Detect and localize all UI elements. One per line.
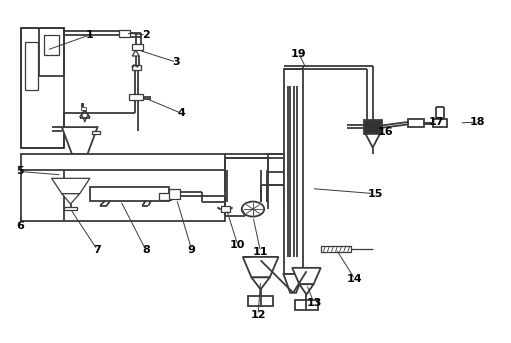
Text: 12: 12 [250, 310, 266, 320]
Polygon shape [284, 274, 303, 293]
Polygon shape [243, 257, 278, 277]
Bar [363, 120, 382, 134]
Bar [64, 207, 77, 210]
Text: 5: 5 [16, 166, 24, 177]
Bar [169, 189, 180, 199]
Bar [221, 206, 230, 213]
Text: 3: 3 [173, 57, 180, 67]
Text: 1: 1 [86, 30, 94, 40]
Bar [321, 246, 351, 252]
Bar [433, 119, 447, 127]
Polygon shape [62, 127, 98, 154]
Text: 9: 9 [188, 245, 196, 255]
Text: 10: 10 [230, 240, 245, 250]
Text: 6: 6 [16, 221, 24, 231]
Polygon shape [299, 284, 314, 295]
Bar [21, 28, 64, 147]
Text: 8: 8 [142, 245, 150, 255]
Bar [248, 296, 273, 306]
Bar [21, 154, 225, 221]
Bar [132, 65, 142, 70]
Text: 7: 7 [94, 245, 101, 255]
Text: 15: 15 [367, 189, 383, 199]
Bar [92, 130, 100, 134]
Text: 2: 2 [142, 30, 150, 40]
Bar [81, 107, 86, 110]
Bar [120, 30, 130, 37]
Bar [25, 42, 38, 90]
Polygon shape [251, 277, 270, 289]
Text: 19: 19 [291, 49, 307, 59]
Bar [90, 187, 169, 201]
Bar [284, 69, 303, 274]
Text: 18: 18 [470, 117, 485, 127]
Polygon shape [72, 154, 87, 166]
Text: 13: 13 [307, 298, 322, 308]
Polygon shape [365, 134, 380, 147]
Text: 4: 4 [178, 108, 185, 118]
Polygon shape [62, 194, 80, 204]
Bar [132, 44, 144, 50]
Bar [129, 94, 144, 100]
Text: 14: 14 [347, 274, 363, 284]
Polygon shape [292, 268, 321, 284]
Bar [44, 35, 59, 55]
Bar [408, 119, 424, 127]
Polygon shape [132, 50, 140, 56]
Text: 16: 16 [378, 127, 393, 137]
Polygon shape [52, 178, 90, 194]
Text: 11: 11 [253, 247, 268, 257]
Bar [295, 299, 318, 310]
Text: 17: 17 [429, 117, 444, 127]
Bar [159, 193, 171, 200]
